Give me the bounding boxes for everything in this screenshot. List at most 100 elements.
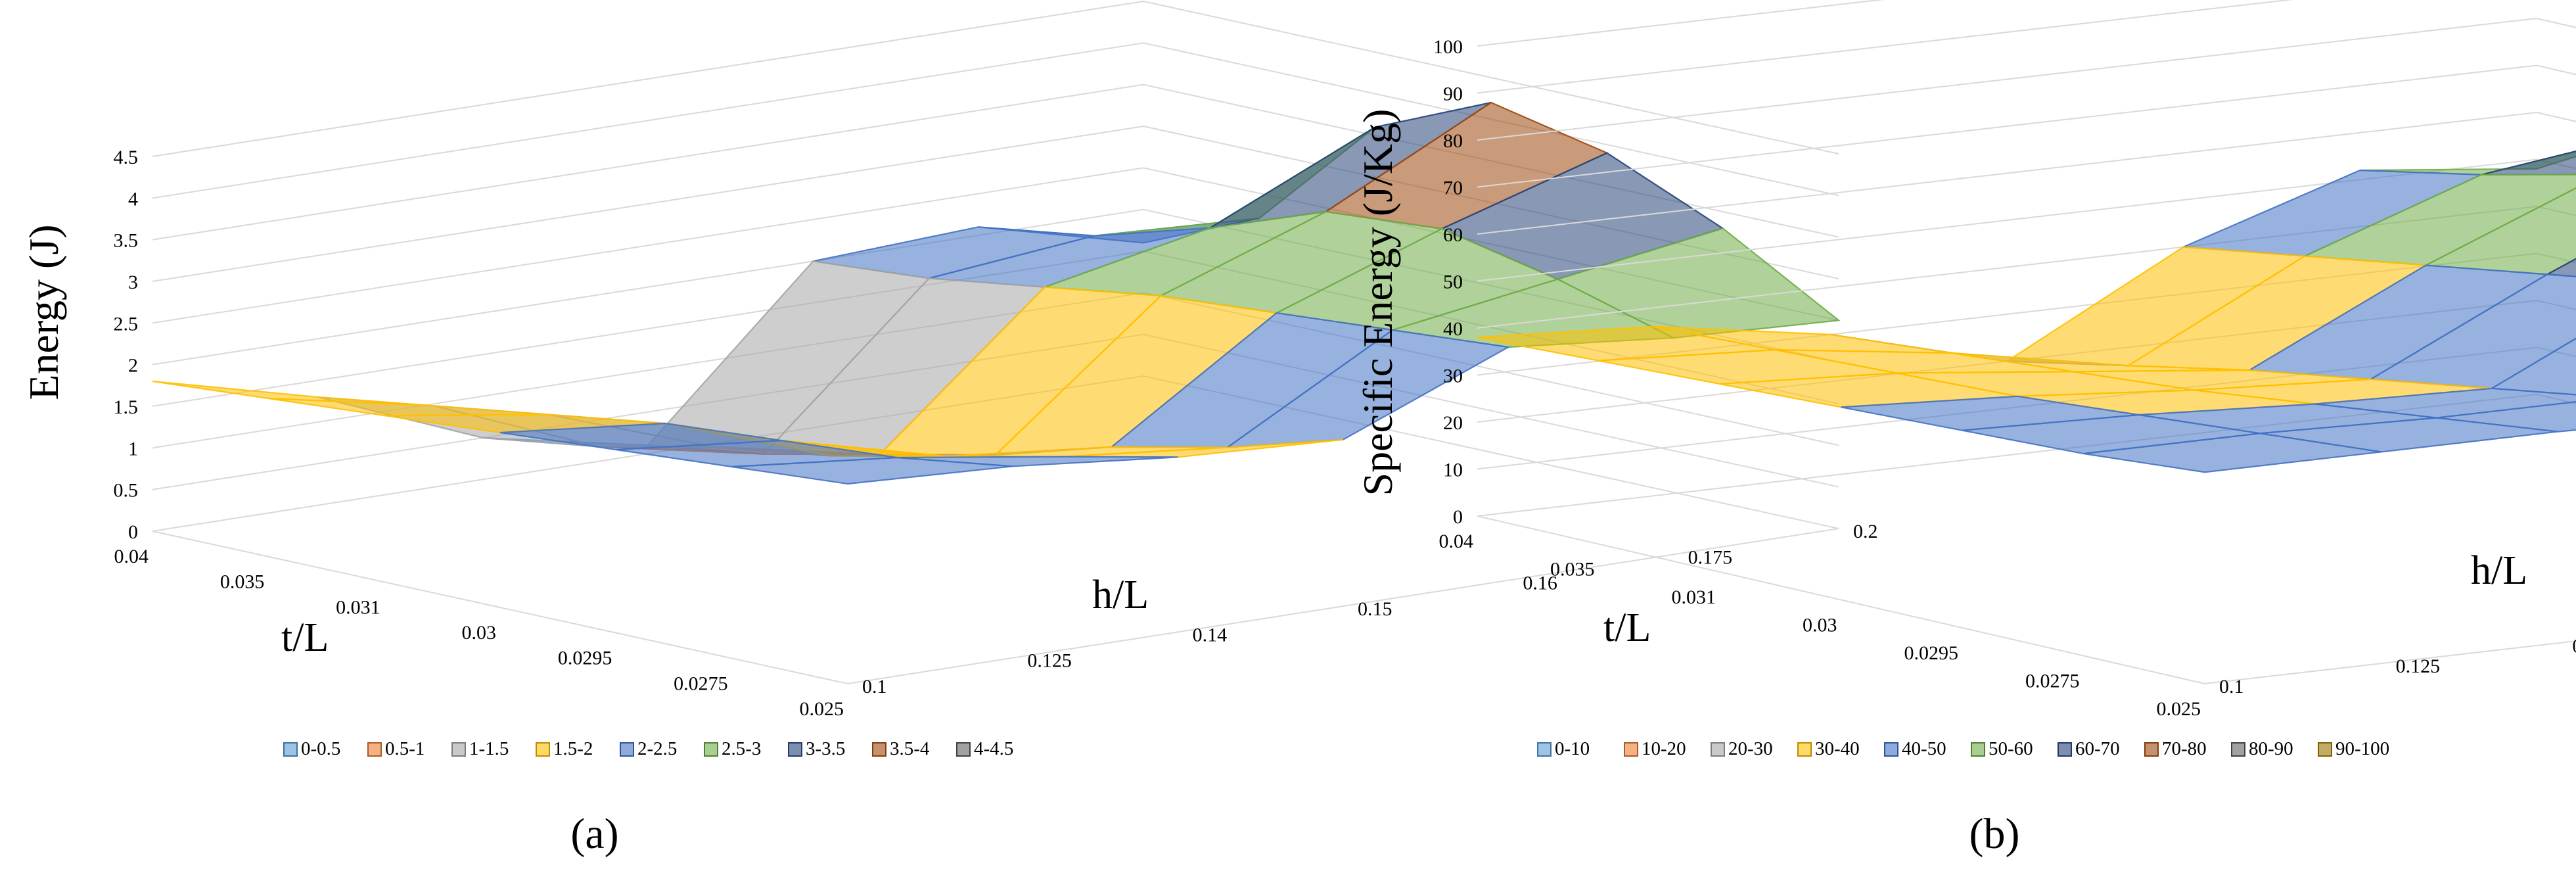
surface-cell (731, 456, 1013, 485)
chart-b-x-axis-title: t/L (1603, 605, 1651, 650)
chart-b-z-ticks: 0 10 20 30 40 50 60 70 80 90 100 (1433, 36, 1463, 528)
chart-a-x-ticks: 0.04 0.035 0.031 0.03 0.0295 0.0275 0.025 (114, 546, 844, 720)
legend-label: 0.5-1 (385, 738, 425, 759)
chart-a-z-axis-title: Energy (J) (20, 224, 67, 400)
legend-swatch (283, 742, 298, 757)
z-tick-label: 40 (1443, 318, 1463, 340)
x-tick-label: 0.03 (462, 622, 497, 644)
legend-label: 3.5-4 (890, 738, 930, 759)
z-tick-label: 4.5 (114, 147, 139, 168)
floor-edge (1477, 515, 2576, 685)
legend-swatch (1797, 742, 1812, 757)
legend-swatch (704, 742, 718, 757)
gridline (1477, 0, 1884, 47)
z-tick-label: 0 (128, 521, 138, 543)
legend-swatch (1711, 742, 1725, 757)
legend-swatch (2058, 742, 2072, 757)
legend-swatch (1971, 742, 1985, 757)
legend-label: 0-10 (1555, 738, 1590, 759)
x-tick-label: 0.0275 (2025, 671, 2080, 692)
chart-a-y-axis-title: h/L (1092, 573, 1149, 617)
legend-label: 1.5-2 (553, 738, 593, 759)
gridline (1477, 17, 2576, 141)
x-tick-label: 0.04 (114, 546, 149, 567)
y-tick-label: 0.16 (1523, 573, 1557, 594)
y-tick-label: 0.15 (1358, 598, 1392, 620)
chart-a: 00.511.522.533.544.5 0.040.0350.0310.030… (20, 0, 1878, 858)
x-tick-label: 0.0295 (1904, 642, 1959, 664)
x-tick-label: 0.0295 (558, 648, 612, 669)
z-tick-label: 100 (1433, 36, 1463, 58)
legend-swatch (1624, 742, 1638, 757)
z-tick-label: 1 (128, 438, 138, 460)
y-tick-label: 0.14 (1193, 624, 1228, 646)
z-tick-label: 2 (128, 355, 138, 377)
y-tick-label: 0.14 (2572, 635, 2576, 657)
chart-b-x-ticks: 0.04 0.035 0.031 0.03 0.0295 0.0275 0.025 (1439, 531, 2201, 720)
z-tick-label: 60 (1443, 224, 1463, 246)
chart-b-surface (1477, 150, 2576, 473)
surface-cell (2481, 150, 2576, 176)
x-tick-label: 0.035 (220, 571, 265, 593)
z-tick-label: 70 (1443, 177, 1463, 199)
legend-label: 30-40 (1815, 738, 1860, 759)
legend-swatch (2318, 742, 2332, 757)
legend-label: 2-2.5 (637, 738, 677, 759)
legend-swatch (536, 742, 550, 757)
x-tick-label: 0.031 (1672, 586, 1716, 608)
x-tick-label: 0.035 (1550, 559, 1595, 580)
z-tick-label: 80 (1443, 130, 1463, 152)
z-tick-label: 10 (1443, 460, 1463, 481)
z-tick-label: 0 (1453, 506, 1463, 528)
legend-label: 40-50 (1902, 738, 1946, 759)
gridline (152, 42, 1839, 199)
x-tick-label: 0.04 (1439, 531, 1474, 552)
gridline (1477, 111, 2576, 235)
legend-label: 3-3.5 (806, 738, 845, 759)
legend-label: 2.5-3 (722, 738, 761, 759)
gridline (1477, 158, 2576, 282)
x-tick-label: 0.025 (800, 698, 844, 720)
z-tick-label: 2.5 (114, 313, 139, 335)
legend-swatch (956, 742, 971, 757)
z-tick-label: 90 (1443, 83, 1463, 105)
gridline (1477, 0, 2293, 94)
chart-a-surface (152, 101, 1841, 485)
chart-a-x-axis-title: t/L (281, 615, 329, 660)
legend-swatch (367, 742, 382, 757)
z-tick-label: 30 (1443, 366, 1463, 387)
y-tick-label: 0.2 (1853, 521, 1878, 542)
x-tick-label: 0.0275 (674, 673, 728, 694)
legend-label: 0-0.5 (301, 738, 340, 759)
chart-b-z-axis-title: Specific Energy (J/Kg) (1354, 109, 1401, 496)
x-tick-label: 0.03 (1803, 615, 1837, 636)
z-tick-label: 50 (1443, 272, 1463, 293)
chart-a-legend: 0-0.5 0.5-1 1-1.5 1.5-2 2-2.5 2.5-3 3-3.5 3.5-4… (283, 738, 1013, 759)
legend-swatch (788, 742, 802, 757)
legend-label: 4-4.5 (974, 738, 1013, 759)
legend-swatch (2144, 742, 2159, 757)
legend-label: 80-90 (2249, 738, 2293, 759)
x-tick-label: 0.025 (2157, 698, 2201, 720)
legend-swatch (451, 742, 466, 757)
z-tick-label: 3 (128, 272, 138, 293)
y-tick-label: 0.1 (2219, 676, 2244, 698)
z-tick-label: 20 (1443, 412, 1463, 434)
chart-b-panel-label: (b) (1969, 810, 2020, 858)
y-tick-label: 0.175 (1688, 546, 1733, 568)
floor-edge (152, 528, 1839, 685)
surface-cell (2544, 258, 2576, 277)
z-tick-label: 0.5 (114, 480, 139, 502)
z-tick-label: 1.5 (114, 396, 139, 418)
surface-cell (2083, 433, 2381, 473)
legend-label: 90-100 (2335, 738, 2389, 759)
legend-label: 20-30 (1728, 738, 1773, 759)
gridline (1477, 64, 2576, 188)
legend-label: 70-80 (2162, 738, 2207, 759)
z-tick-label: 3.5 (114, 230, 139, 252)
chart-a-z-ticks: 0 0.5 1 1.5 2 2.5 3 3.5 4 4.5 (114, 147, 139, 543)
legend-label: 10-20 (1642, 738, 1686, 759)
